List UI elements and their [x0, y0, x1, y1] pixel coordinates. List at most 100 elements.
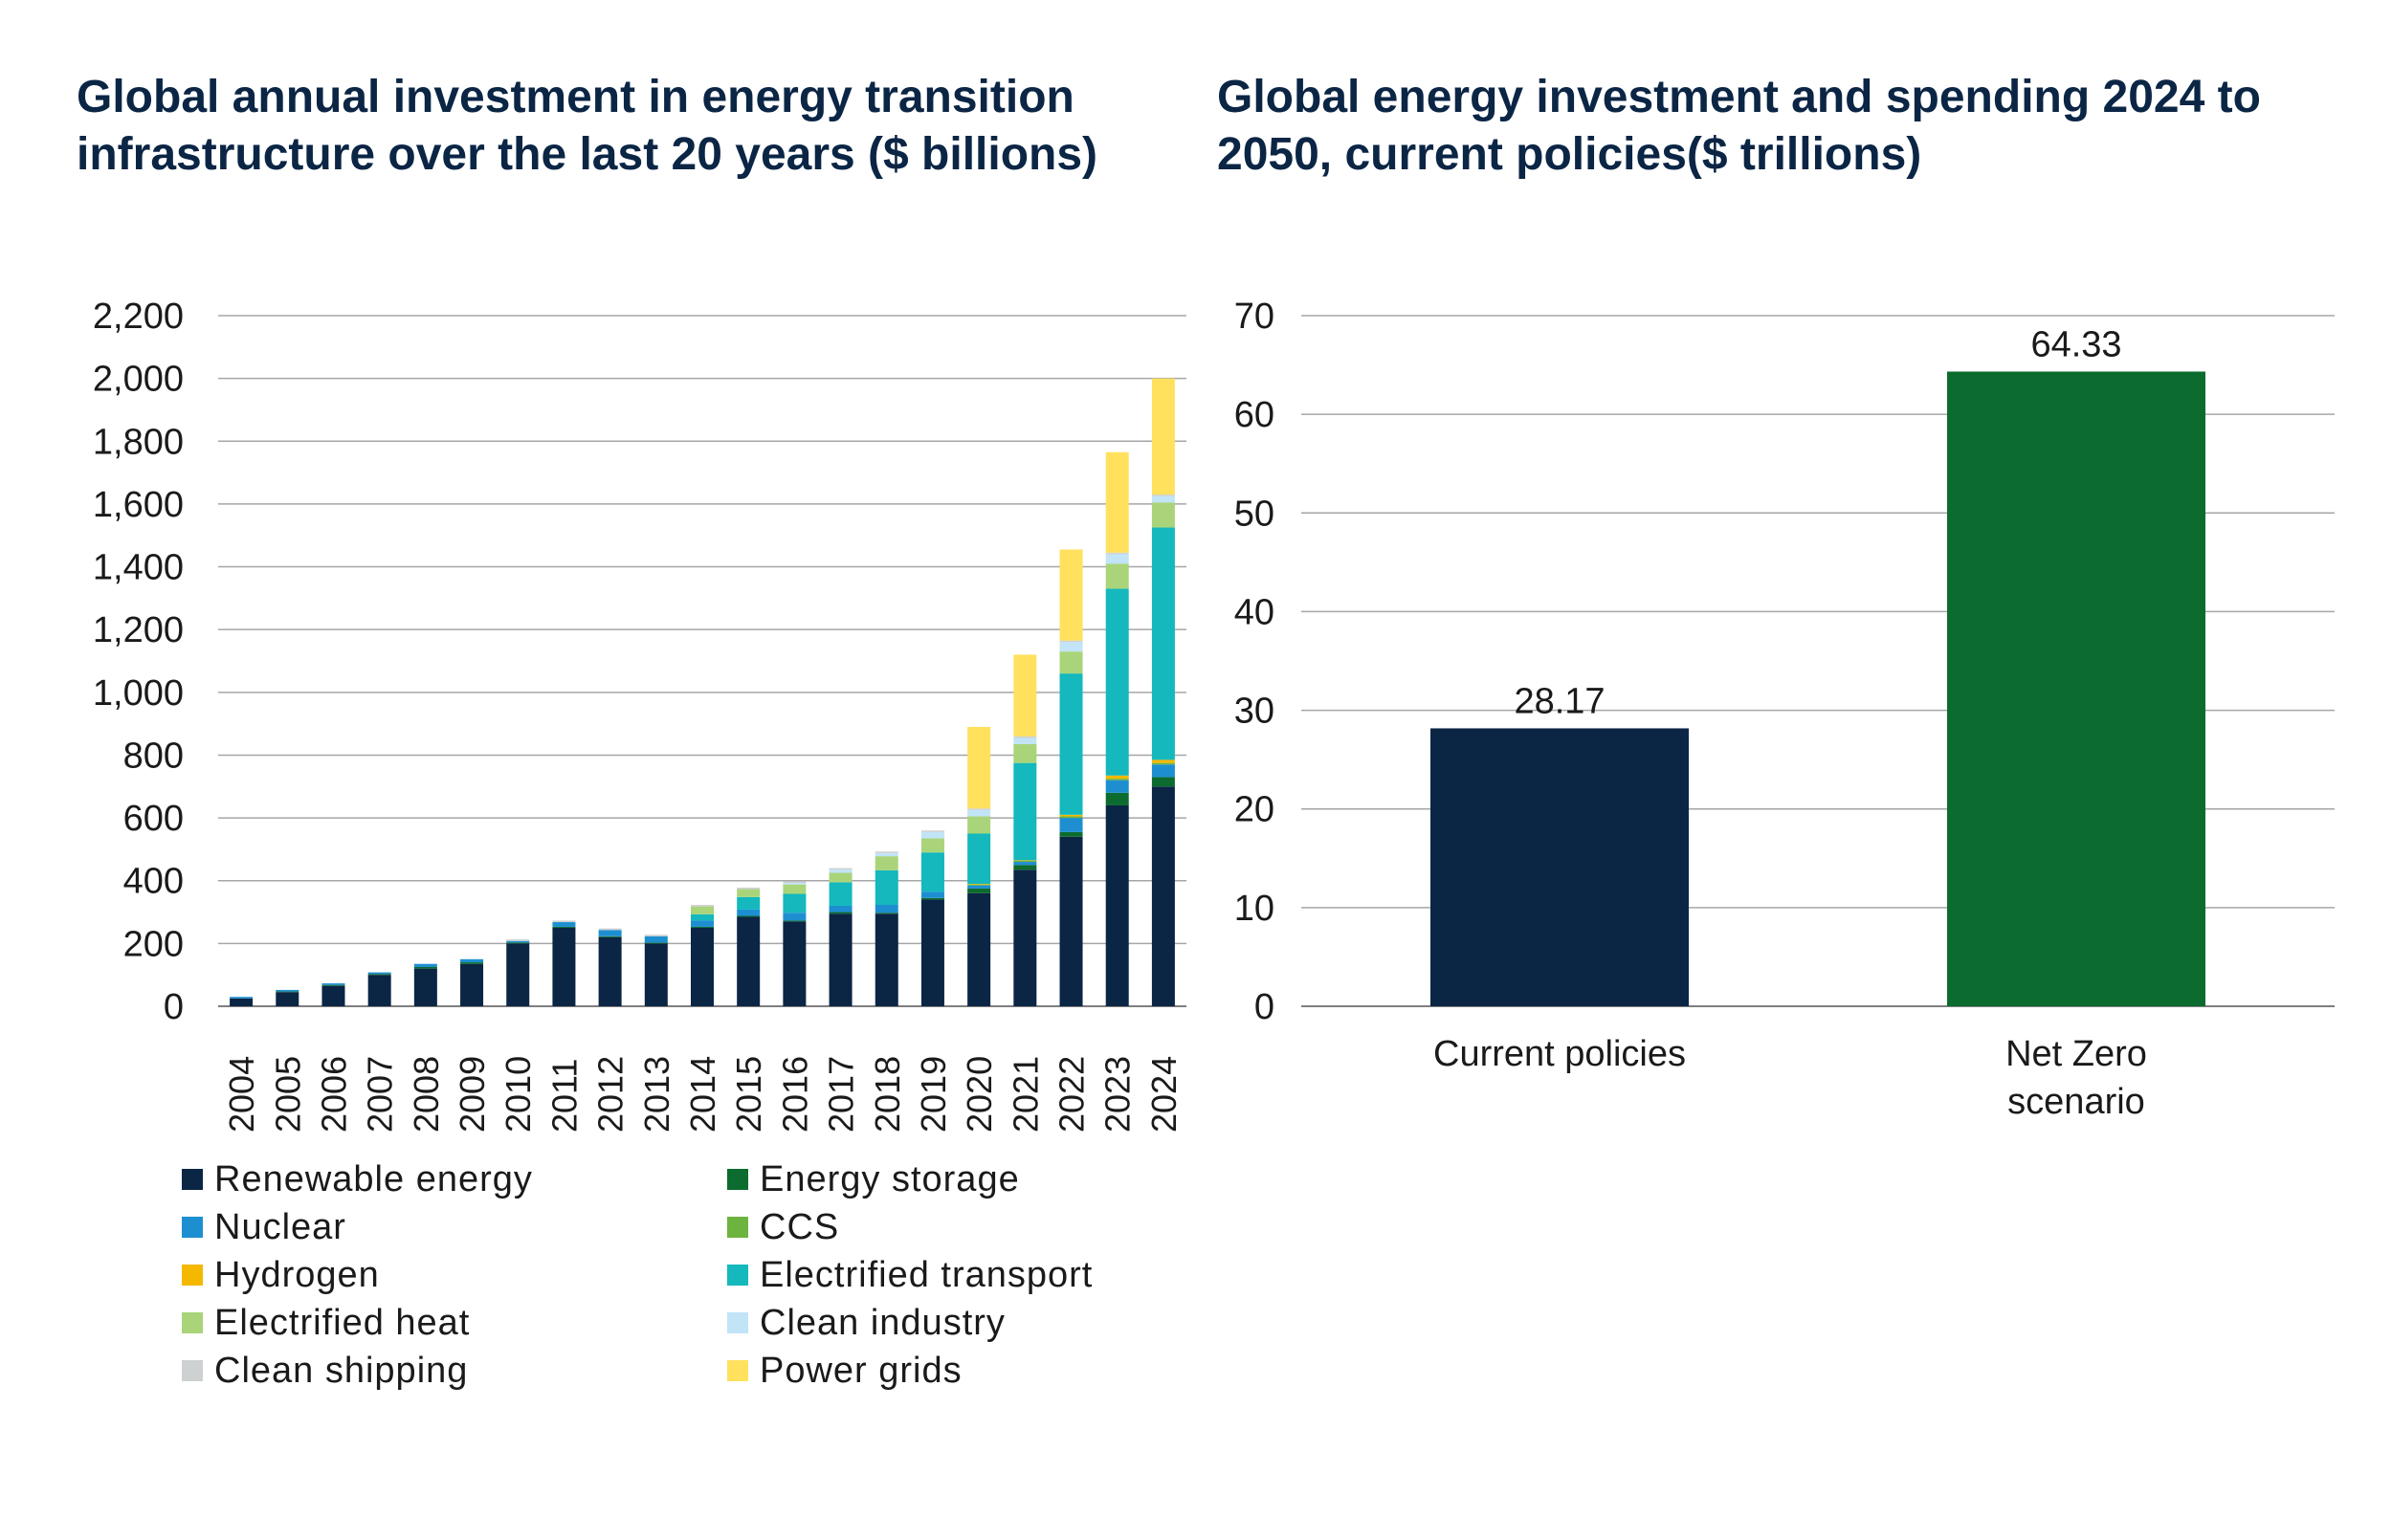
- bar-segment: [1105, 792, 1129, 805]
- bar-segment: [920, 830, 944, 832]
- legend-item: Power grids: [727, 1351, 1234, 1391]
- x-tick-label: 2016: [775, 1056, 814, 1133]
- bar-segment: [1013, 861, 1037, 863]
- bar-segment: [1013, 862, 1037, 866]
- bar: [1947, 371, 2205, 1006]
- bar-segment: [1105, 779, 1129, 781]
- bar-segment: [276, 992, 299, 1006]
- bar-segment: [875, 913, 898, 1006]
- bar-segment: [967, 892, 991, 1006]
- legend-label: Nuclear: [214, 1206, 346, 1247]
- legend-swatch: [727, 1360, 748, 1381]
- legend-label: Energy storage: [760, 1158, 1020, 1199]
- x-tick-label: 2006: [314, 1056, 353, 1133]
- bar-segment: [276, 991, 299, 993]
- bar-segment: [783, 883, 807, 885]
- bar-segment: [1151, 764, 1175, 778]
- legend-label: Clean industry: [760, 1302, 1006, 1343]
- bar-segment: [644, 942, 668, 944]
- y-tick-label: 30: [1234, 692, 1274, 732]
- bar-segment: [691, 904, 714, 907]
- legend-item: Hydrogen: [182, 1255, 727, 1295]
- legend-swatch: [182, 1360, 203, 1381]
- bar-segment: [1151, 527, 1175, 760]
- legend-label: Renewable energy: [214, 1158, 533, 1199]
- bar-segment: [829, 868, 853, 870]
- bar-segment: [737, 916, 761, 1006]
- legend-label: Electrified transport: [760, 1254, 1094, 1295]
- bar-segment: [598, 928, 622, 931]
- y-tick-label: 600: [123, 799, 184, 839]
- bar-segment: [691, 927, 714, 1006]
- bar-segment: [829, 905, 853, 913]
- legend-swatch: [727, 1312, 748, 1333]
- bar-segment: [598, 935, 622, 937]
- y-tick-label: 40: [1234, 592, 1274, 632]
- y-tick-label: 50: [1234, 494, 1274, 534]
- bar-segment: [1151, 777, 1175, 787]
- bar-segment: [644, 935, 668, 943]
- y-tick-label: 1,800: [93, 422, 184, 462]
- bar-segment: [552, 920, 576, 923]
- x-tick-label: 2023: [1098, 1056, 1138, 1133]
- bar-segment: [1105, 804, 1129, 1006]
- data-label: 64.33: [2030, 324, 2121, 364]
- legend-item: Electrified heat: [182, 1303, 727, 1343]
- bar-segment: [875, 856, 898, 870]
- bar-segment: [367, 975, 391, 1006]
- bar-segment: [1013, 654, 1037, 737]
- bar-segment: [829, 913, 853, 1006]
- bar-segment: [691, 913, 714, 921]
- y-tick-label: 10: [1234, 889, 1274, 929]
- y-tick-label: 1,400: [93, 548, 184, 588]
- legend-label: Power grids: [760, 1350, 963, 1391]
- bar-segment: [967, 809, 991, 817]
- legend-label: Clean shipping: [214, 1350, 469, 1391]
- bar-segment: [783, 913, 807, 921]
- bar-segment: [1059, 640, 1083, 643]
- bar-segment: [321, 984, 345, 986]
- scenario-bar-chart: 0 10 20 30 40 50 60 70 28.17 Current policies 64.3…: [1234, 297, 2335, 1122]
- bar-segment: [598, 936, 622, 1006]
- bar-segment: [829, 912, 853, 914]
- legend-item: CCS: [727, 1207, 1234, 1247]
- bar-segment: [967, 726, 991, 809]
- legend-label: CCS: [760, 1206, 840, 1247]
- x-tick-label: 2017: [822, 1056, 861, 1133]
- bar-segment: [1059, 831, 1083, 837]
- bar-segment: [367, 972, 391, 975]
- data-label: 28.17: [1514, 681, 1605, 721]
- bar-segment: [367, 974, 391, 976]
- bar-segment: [875, 869, 898, 905]
- y-tick-label: 0: [164, 987, 184, 1027]
- bar-segment: [967, 885, 991, 889]
- legend-label: Electrified heat: [214, 1302, 471, 1343]
- bar-segment: [783, 881, 807, 884]
- bar-segment: [875, 904, 898, 913]
- bar-segment: [413, 968, 437, 1006]
- bar-segment: [506, 943, 530, 1006]
- y-tick-label: 200: [123, 924, 184, 964]
- legend-swatch: [182, 1169, 203, 1190]
- y-tick-label: 1,600: [93, 485, 184, 525]
- bar-segment: [737, 909, 761, 916]
- y-tick-label: 0: [1254, 987, 1274, 1027]
- bar-segment: [552, 922, 576, 927]
- bar-segment: [1105, 451, 1129, 553]
- bar-segment: [967, 884, 991, 885]
- bar-segment: [920, 838, 944, 853]
- bar-segment: [1013, 762, 1037, 861]
- bar-segment: [460, 963, 484, 1006]
- bar-segment: [598, 930, 622, 936]
- y-tick-label: 70: [1234, 297, 1274, 337]
- y-tick-label: 400: [123, 862, 184, 902]
- bar-segment: [321, 985, 345, 1006]
- legend-label: Hydrogen: [214, 1254, 380, 1295]
- legend-swatch: [727, 1265, 748, 1286]
- x-tick-label: 2005: [268, 1056, 307, 1133]
- x-tick-label: 2021: [1006, 1056, 1045, 1133]
- legend-item: Clean industry: [727, 1303, 1234, 1343]
- bar-segment: [920, 891, 944, 898]
- x-tick-label: 2004: [222, 1056, 261, 1133]
- bar-segment: [737, 889, 761, 897]
